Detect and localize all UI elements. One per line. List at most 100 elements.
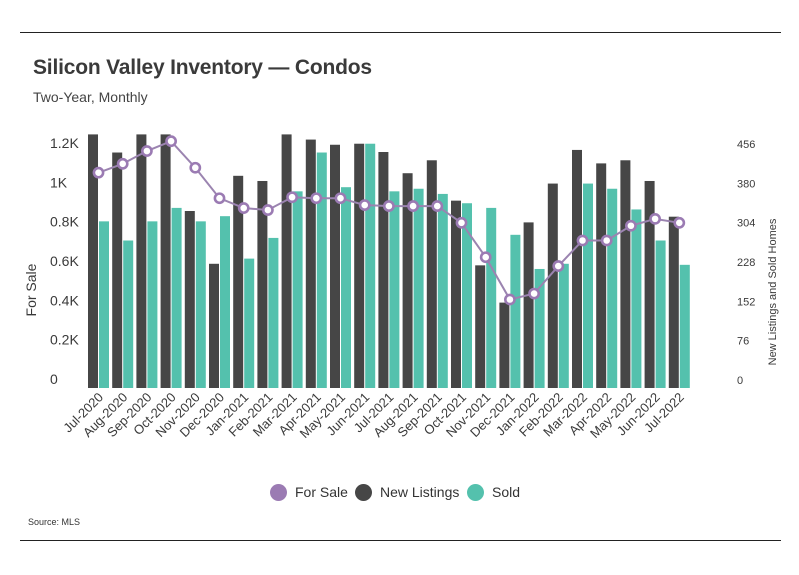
y-tick-label: 0.2K (50, 332, 79, 348)
point-for-sale (576, 234, 589, 247)
bar-sold (558, 263, 569, 388)
bar-new-listings (330, 144, 340, 388)
legend-label-sold: Sold (492, 484, 521, 500)
bar-sold (171, 207, 182, 388)
bar-new-listings (523, 222, 534, 388)
bar-sold (268, 237, 279, 388)
bar-sold (486, 207, 497, 388)
point-for-sale (431, 200, 444, 212)
bar-sold (462, 203, 472, 388)
bar-sold (147, 221, 158, 388)
point-for-sale (286, 191, 298, 204)
point-for-sale (503, 293, 516, 306)
y-tick-label: 0.8K (50, 214, 79, 230)
point-for-sale (358, 199, 371, 211)
legend-swatch-sold (467, 483, 484, 501)
point-for-sale (673, 216, 686, 229)
bar-sold (655, 240, 666, 388)
bar-sold (413, 188, 424, 388)
bar-new-listings (426, 160, 437, 388)
point-for-sale (165, 135, 177, 148)
bar-sold (631, 209, 642, 388)
legend-label-new-listings: New Listings (380, 484, 460, 500)
point-for-sale (92, 166, 105, 179)
y2-tick-label: 152 (737, 296, 755, 308)
y-tick-label: 1K (50, 174, 68, 190)
point-for-sale (649, 212, 661, 225)
bar-new-listings (547, 183, 558, 388)
bar-new-listings (136, 134, 147, 388)
bar-new-listings (281, 134, 292, 388)
bar-new-listings (644, 180, 655, 388)
bar-new-listings (620, 160, 631, 388)
bar-new-listings (572, 149, 582, 388)
point-for-sale (455, 216, 468, 229)
bar-new-listings (88, 134, 98, 388)
bar-sold (534, 268, 545, 388)
point-for-sale (625, 219, 637, 232)
bar-sold (510, 234, 521, 388)
bar-new-listings (475, 265, 486, 388)
point-for-sale (528, 287, 540, 300)
y2-tick-label: 456 (737, 139, 755, 151)
chart-subtitle: Two-Year, Monthly (33, 89, 148, 105)
y-axis-title: For Sale (23, 263, 39, 316)
y-tick-label: 0 (50, 371, 58, 387)
bar-new-listings (596, 163, 607, 388)
y2-tick-label: 76 (737, 336, 749, 348)
point-for-sale (310, 192, 323, 205)
legend-label-for-sale: For Sale (295, 484, 348, 500)
bar-sold (195, 221, 206, 388)
point-for-sale (213, 192, 226, 205)
y-tick-label: 0.6K (50, 253, 79, 269)
point-for-sale (334, 192, 347, 205)
point-for-sale (237, 202, 250, 214)
bar-sold (99, 221, 109, 388)
point-for-sale (382, 200, 395, 212)
bar-new-listings (402, 173, 413, 388)
bar-new-listings (378, 152, 389, 388)
bar-sold (583, 183, 593, 388)
y2-tick-label: 0 (737, 375, 743, 387)
bar-new-listings (112, 152, 123, 388)
legend-item-new-listings[interactable]: New Listings (355, 481, 459, 503)
legend-item-for-sale[interactable]: For Sale (270, 481, 348, 503)
y-tick-label: 1.2K (50, 135, 79, 151)
bar-new-listings (354, 143, 365, 388)
bar-new-listings (451, 200, 461, 388)
bar-sold (316, 152, 327, 388)
bar-sold (123, 240, 134, 388)
bar-sold (341, 187, 351, 388)
bar-sold (292, 191, 303, 388)
legend-swatch-new-listings (355, 483, 372, 501)
point-for-sale (261, 204, 274, 216)
y2-tick-label: 380 (737, 178, 755, 190)
bar-sold (244, 258, 255, 388)
bar-new-listings (184, 211, 195, 388)
bar-sold (389, 191, 400, 388)
source-note: Source: MLS (28, 517, 81, 527)
point-for-sale (140, 145, 153, 157)
bottom-rule (20, 540, 781, 541)
y2-tick-label: 304 (737, 218, 755, 230)
bar-new-listings (305, 139, 316, 388)
top-rule (20, 32, 781, 33)
legend-swatch-for-sale (270, 483, 287, 501)
y2-axis-title: New Listings and Sold Homes (767, 218, 779, 365)
bar-new-listings (209, 263, 219, 388)
legend-item-sold[interactable]: Sold (467, 481, 520, 503)
bar-sold (220, 216, 230, 388)
bar-new-listings (499, 302, 510, 388)
point-for-sale (189, 161, 202, 174)
bar-sold (607, 188, 618, 388)
chart-legend: For Sale New Listings Sold (0, 481, 799, 503)
y-tick-label: 0.4K (50, 292, 79, 308)
point-for-sale (479, 251, 492, 264)
y2-tick-label: 228 (737, 257, 755, 269)
bar-new-listings (233, 175, 244, 388)
point-for-sale (600, 234, 613, 247)
bar-sold (437, 193, 448, 388)
bar-sold (365, 143, 376, 388)
point-for-sale (407, 200, 419, 212)
